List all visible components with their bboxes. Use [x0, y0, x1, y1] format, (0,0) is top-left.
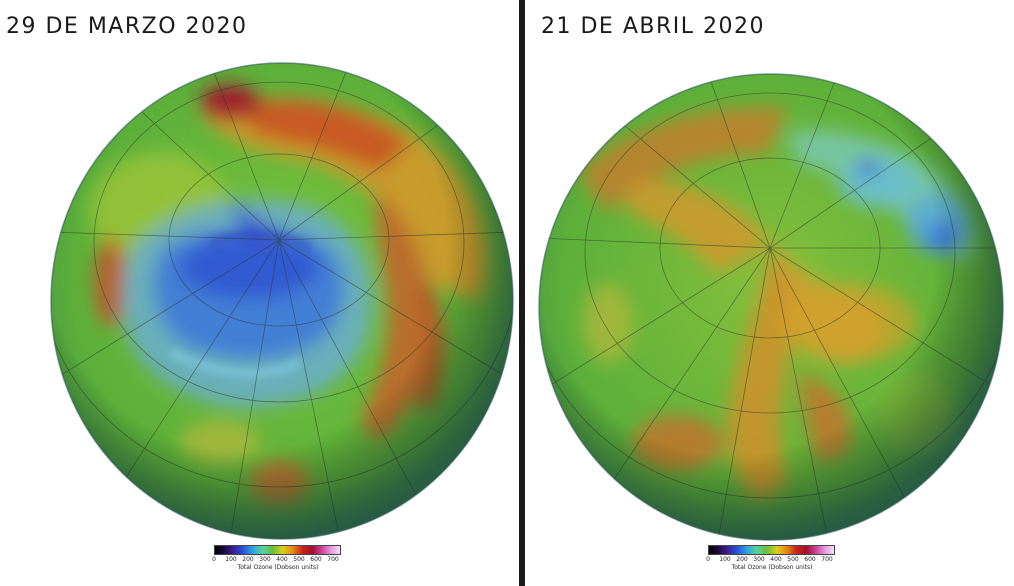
- colorbar-tick: 0: [212, 556, 216, 563]
- panel-april: 21 DE ABRIL 2020: [525, 0, 1014, 586]
- colorbar-tick: 600: [310, 556, 322, 563]
- colorbar-tick: 0: [706, 556, 710, 563]
- colorbar-tick: 700: [821, 556, 833, 563]
- colorbar-label: Total Ozone (Dobson units): [731, 564, 813, 571]
- colorbar-tick: 200: [242, 556, 254, 563]
- colorbar-tick: 500: [293, 556, 305, 563]
- colorbar-tick: 200: [736, 556, 748, 563]
- colorbar-tick: 300: [259, 556, 271, 563]
- panel-march: 29 DE MARZO 2020: [6, 14, 514, 575]
- colorbar-label: Total Ozone (Dobson units): [237, 564, 319, 571]
- colorbar-tick: 700: [327, 556, 339, 563]
- colorbar-tick: 100: [719, 556, 731, 563]
- ozone-globe-map: [538, 73, 1004, 541]
- colorbar-tick: 300: [753, 556, 765, 563]
- colorbar-tick: 600: [804, 556, 816, 563]
- ozone-globe-map: [50, 62, 514, 540]
- colorbar-tick: 500: [787, 556, 799, 563]
- panel-title: 29 DE MARZO 2020: [6, 14, 248, 39]
- colorbar-tick: 400: [276, 556, 288, 563]
- panel-divider: [519, 0, 525, 586]
- colorbar-tick: 400: [770, 556, 782, 563]
- colorbar: [708, 545, 835, 555]
- ozone-colorbar-legend: 0 100 200 300 400 500 600 700 Total Ozon…: [706, 545, 838, 575]
- colorbar: [214, 545, 341, 555]
- ozone-colorbar-legend: 0 100 200 300 400 500 600 700 Total Ozon…: [212, 545, 344, 575]
- colorbar-tick: 100: [225, 556, 237, 563]
- panel-title: 21 DE ABRIL 2020: [541, 14, 765, 39]
